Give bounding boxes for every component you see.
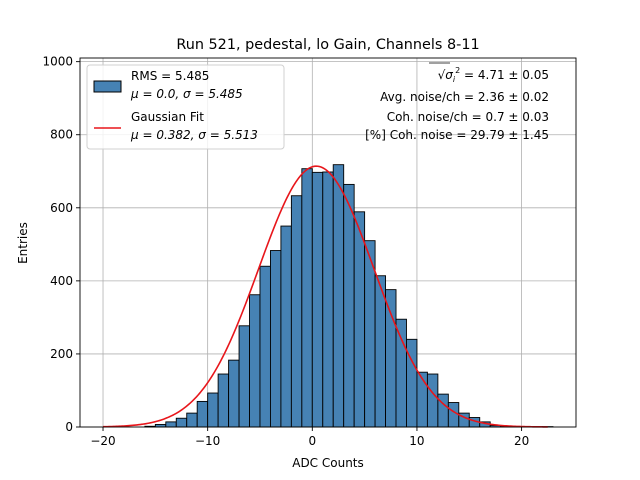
x-tick-label: −10 xyxy=(195,434,220,448)
y-tick-label: 0 xyxy=(65,420,73,434)
plot-frame xyxy=(79,57,577,428)
histogram-bar xyxy=(217,373,230,428)
sqrt-symbol: √ xyxy=(438,68,446,82)
histogram-bar xyxy=(426,373,439,428)
annotation-coh-noise: Coh. noise/ch = 0.7 ± 0.03 xyxy=(387,110,549,124)
legend-fit-stats: μ = 0.382, σ = 5.513 xyxy=(130,128,258,142)
histogram-bar xyxy=(269,250,282,428)
histogram-bar xyxy=(374,275,387,428)
annotation-sqrt-sigma: √σi2 = 4.71 ± 0.05 xyxy=(438,66,549,84)
y-tick-label: 1000 xyxy=(42,55,73,69)
histogram-bar xyxy=(395,318,407,428)
y-tick-label: 600 xyxy=(50,201,73,215)
x-axis-ticks: −20 −10 0 10 20 xyxy=(90,427,529,448)
y-axis-ticks: 0 200 400 600 800 1000 xyxy=(42,55,80,434)
sigma-superscript: 2 xyxy=(455,66,460,75)
x-axis-label: ADC Counts xyxy=(292,456,364,470)
x-tick-label: 0 xyxy=(308,434,316,448)
y-tick-label: 200 xyxy=(50,347,73,361)
y-tick-label: 400 xyxy=(50,274,73,288)
histogram-bar xyxy=(228,359,240,428)
legend-histogram-stats: μ = 0.0, σ = 5.485 xyxy=(130,87,243,101)
histogram-bar xyxy=(416,371,428,428)
y-axis-label: Entries xyxy=(16,222,30,264)
histogram-bar xyxy=(322,171,334,428)
y-tick-label: 800 xyxy=(50,128,73,142)
histogram-bar xyxy=(311,171,324,428)
legend-histogram-rms: RMS = 5.485 xyxy=(131,69,209,83)
legend: RMS = 5.485 μ = 0.0, σ = 5.485 Gaussian … xyxy=(86,64,285,150)
histogram-bar xyxy=(332,164,345,428)
chart-title: Run 521, pedestal, lo Gain, Channels 8-1… xyxy=(176,37,479,53)
legend-fit-title: Gaussian Fit xyxy=(131,110,204,124)
legend-patch-histogram xyxy=(93,80,122,93)
sqrt-value: = 4.71 ± 0.05 xyxy=(460,68,549,82)
noise-annotations: √σi2 = 4.71 ± 0.05 Avg. noise/ch = 2.36 … xyxy=(365,62,549,142)
histogram-bar xyxy=(343,183,355,428)
histogram-bar xyxy=(290,195,303,428)
histogram-bar xyxy=(238,325,250,428)
histogram-bar xyxy=(175,417,188,428)
x-tick-label: −20 xyxy=(90,434,115,448)
legend-box xyxy=(86,64,285,150)
histogram-bar xyxy=(385,289,397,428)
histogram-bar xyxy=(447,402,460,428)
histogram-bar xyxy=(280,225,292,428)
sigma-symbol: σ xyxy=(445,68,453,82)
histogram-bar xyxy=(207,392,219,428)
sigma-subscript: i xyxy=(453,75,456,84)
histogram-bar xyxy=(353,211,366,428)
histogram-bar xyxy=(301,168,313,428)
histogram-bar xyxy=(437,393,449,428)
x-tick-label: 10 xyxy=(409,434,424,448)
annotation-pct-coh-noise: [%] Coh. noise = 29.79 ± 1.45 xyxy=(365,128,549,142)
histogram-bar xyxy=(259,265,271,428)
histogram-bar xyxy=(165,421,177,428)
histogram-bar xyxy=(249,294,261,428)
gaussian-fit-line xyxy=(103,165,548,428)
histogram-bar xyxy=(196,400,209,428)
annotation-avg-noise: Avg. noise/ch = 2.36 ± 0.02 xyxy=(380,90,549,104)
histogram-bar xyxy=(186,412,198,428)
x-tick-label: 20 xyxy=(514,434,529,448)
